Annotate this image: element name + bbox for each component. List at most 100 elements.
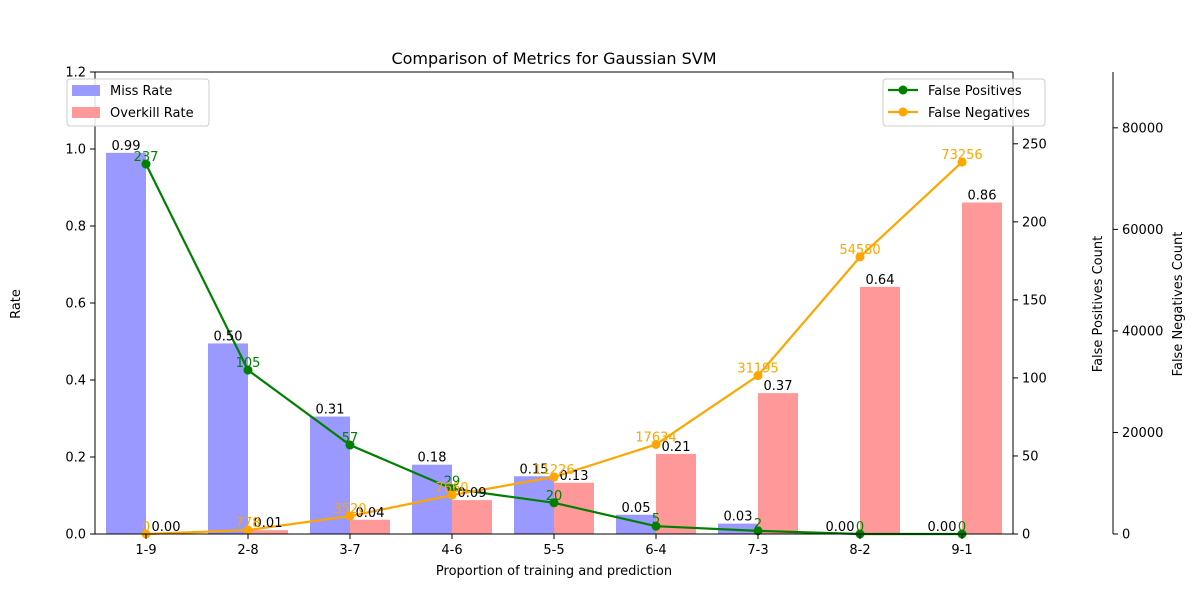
bar-miss-rate <box>514 476 554 534</box>
false-negatives-point <box>957 157 967 167</box>
false-positives-point <box>243 365 253 375</box>
y2-tick-label: 250 <box>1022 137 1047 152</box>
x-tick-label: 2-8 <box>237 543 258 558</box>
bar-overkill-rate <box>350 519 390 534</box>
legend-label: False Negatives <box>928 106 1030 121</box>
y-tick-label: 1.2 <box>65 66 86 81</box>
x-tick-label: 5-5 <box>543 543 564 558</box>
bar-value-label: 0.04 <box>356 506 385 521</box>
false-negatives-value-label: 54580 <box>839 243 880 258</box>
bar-value-label: 0.09 <box>458 486 487 501</box>
y2-tick-label: 150 <box>1022 293 1047 308</box>
lines-group <box>141 157 967 539</box>
x-tick-label: 7-3 <box>747 543 768 558</box>
y-tick-label: 1.0 <box>65 143 86 158</box>
bar-miss-rate <box>310 416 350 534</box>
bar-value-label: 0.03 <box>724 510 753 525</box>
false-negatives-value-label: 3520 <box>333 502 366 517</box>
y-tick-label: 0.8 <box>65 220 86 235</box>
false-positives-point <box>549 498 559 508</box>
x-tick-label: 8-2 <box>849 543 870 558</box>
false-positives-value-label: 57 <box>342 431 359 446</box>
y2-tick-label: 50 <box>1022 449 1039 464</box>
false-positives-value-label: 29 <box>444 475 461 490</box>
false-negatives-value-label: 778 <box>236 516 261 531</box>
bar-value-label: 0.18 <box>418 451 447 466</box>
false-positives-value-label: 0 <box>958 520 966 535</box>
bar-value-label: 0.99 <box>112 139 141 154</box>
false-positives-value-label: 20 <box>546 489 563 504</box>
y3-tick-label: 0 <box>1122 528 1130 543</box>
bar-value-label: 0.00 <box>826 520 855 535</box>
false-negatives-value-label: 11226 <box>533 463 574 478</box>
y3-axis-title: False Negatives Count <box>1171 232 1186 377</box>
false-positives-point <box>447 484 457 494</box>
axes-group: 1-9 2-8 3-7 4-6 5-5 6-4 7-3 8-2 9-1 0.0 0.2 0.4 0.6 0… <box>65 66 1163 559</box>
y2-axis-title: False Positives Count <box>1091 236 1106 372</box>
false-positives-value-label: 105 <box>236 356 261 371</box>
x-axis-title: Proportion of training and prediction <box>436 564 672 579</box>
bar-value-label: 0.31 <box>316 403 345 418</box>
bar-value-label: 0.13 <box>560 469 589 484</box>
bar-value-label: 0.01 <box>254 516 283 531</box>
bar-overkill-rate <box>860 286 900 534</box>
y3-tick-label: 20000 <box>1122 426 1163 441</box>
false-positives-value-label: 5 <box>652 512 660 527</box>
false-negatives-point <box>243 525 253 535</box>
false-positives-value-label: 0 <box>856 520 864 535</box>
false-negatives-value-label: 73256 <box>941 148 982 163</box>
false-positives-point <box>141 159 151 169</box>
chart-title: Comparison of Metrics for Gaussian SVM <box>391 49 716 68</box>
bar-overkill-rate <box>656 453 696 534</box>
y3-tick-label: 60000 <box>1122 223 1163 238</box>
false-positives-point <box>753 526 763 536</box>
x-tick-label: 3-7 <box>339 543 360 558</box>
false-negatives-value-label: 17634 <box>635 430 676 445</box>
x-tick-label: 1-9 <box>135 543 156 558</box>
x-tick-label: 9-1 <box>951 543 972 558</box>
bar-value-label: 0.05 <box>622 501 651 516</box>
false-negatives-value-label: 31195 <box>737 362 778 377</box>
bar-value-label: 0.64 <box>866 273 895 288</box>
false-negatives-point <box>651 439 661 449</box>
bar-overkill-rate <box>758 393 798 534</box>
bar-value-label: 0.37 <box>764 379 793 394</box>
legend-marker <box>898 107 908 117</box>
legend-marker <box>898 85 908 95</box>
legend-lines: False Positives False Negatives <box>882 78 1046 127</box>
legend-label: Miss Rate <box>110 84 172 99</box>
data-labels-group: 0.99 0.50 0.31 0.18 0.15 0.05 0.03 0.00 0.00 0.00… <box>112 139 997 535</box>
legend-box <box>66 78 210 127</box>
bar-value-label: 0.00 <box>152 520 181 535</box>
false-positives-point <box>345 440 355 450</box>
bar-overkill-rate <box>962 202 1002 534</box>
y-tick-label: 0.2 <box>65 451 86 466</box>
false-negatives-value-label: 0 <box>142 520 150 535</box>
x-tick-label: 4-6 <box>441 543 462 558</box>
bar-value-label: 0.50 <box>214 329 243 344</box>
false-positives-value-label: 2 <box>754 517 762 532</box>
false-positives-value-label: 237 <box>134 150 159 165</box>
legend-bars: Miss Rate Overkill Rate <box>66 78 210 127</box>
legend-box <box>882 78 1046 127</box>
y-tick-label: 0.0 <box>65 528 86 543</box>
false-positives-point <box>651 521 661 531</box>
bar-value-label: 0.00 <box>928 520 957 535</box>
bar-value-label: 0.86 <box>968 189 997 204</box>
bar-miss-rate <box>208 343 248 534</box>
x-tick-label: 6-4 <box>645 543 666 558</box>
bar-value-label: 0.15 <box>520 462 549 477</box>
legend-label: Overkill Rate <box>110 106 194 121</box>
y2-tick-label: 200 <box>1022 215 1047 230</box>
false-negatives-point <box>345 511 355 521</box>
false-negatives-value-label: 7660 <box>435 481 468 496</box>
false-negatives-point <box>447 490 457 500</box>
legend-swatch <box>72 85 100 96</box>
bar-overkill-rate <box>452 500 492 534</box>
bar-miss-rate <box>106 152 146 534</box>
bar-miss-rate <box>718 523 758 534</box>
y-axis-title: Rate <box>9 289 24 319</box>
y-tick-label: 0.4 <box>65 374 86 389</box>
